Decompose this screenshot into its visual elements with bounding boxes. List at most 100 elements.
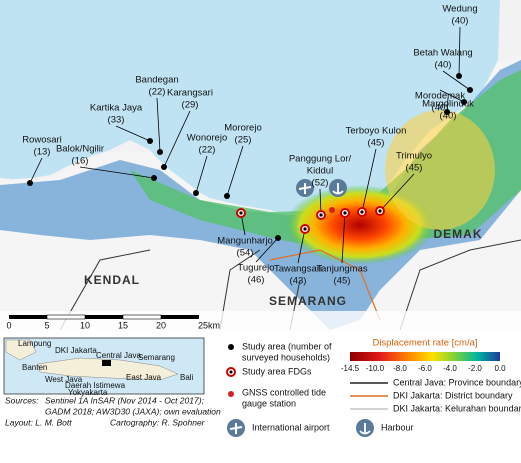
- colorbar-label: -4.0: [443, 364, 457, 373]
- scale-ticks: 0 5 10 15 20 25km: [6, 320, 220, 330]
- scale-segment: [46, 314, 86, 320]
- source-text: Sources:: [5, 395, 39, 405]
- study-area-dot: [343, 211, 347, 215]
- place-label: (22): [149, 87, 166, 98]
- scale-label: 20: [156, 320, 166, 330]
- place-label: Kiddul: [307, 166, 333, 177]
- place-label: (33): [108, 115, 125, 126]
- scale-label: 5: [44, 320, 49, 330]
- place-label: Terboyo Kulon: [346, 126, 407, 137]
- legend-label: Central Java: Province boundary: [393, 377, 521, 387]
- colorbar-label: 0.0: [494, 364, 506, 373]
- place-label: (29): [182, 100, 199, 111]
- study-extent: [102, 360, 111, 366]
- place-label: (52): [312, 178, 329, 189]
- study-area-dot: [224, 193, 230, 199]
- legend-label: GNSS controlled tide: [242, 387, 326, 397]
- inset-label: East Java: [126, 373, 162, 382]
- place-label: Betah Walang: [413, 48, 472, 59]
- study-area-dot: [161, 164, 167, 170]
- leader-line: [297, 228, 306, 264]
- source-text: Layout: L. M. Bott: [5, 417, 72, 427]
- district-boundary: [269, 249, 381, 321]
- leader-line: [442, 70, 471, 91]
- region-label: KENDAL: [84, 273, 140, 287]
- main-map: KENDAL SEMARANG DEMAK: [0, 0, 521, 331]
- place-label: Tanjungmas: [316, 264, 367, 275]
- inset-label: Semarang: [138, 353, 175, 362]
- inset-label: Central Java: [96, 351, 141, 360]
- legend-dot: [228, 344, 234, 350]
- sumatra: [5, 339, 37, 361]
- place-label: (40): [440, 111, 457, 122]
- place-label: Rowosari: [22, 135, 62, 146]
- colorbar: [350, 352, 500, 361]
- place-label: (40): [432, 103, 449, 114]
- inset-label: Lampung: [18, 339, 51, 348]
- legend-label: Study area FDGs: [242, 366, 312, 376]
- place-label: Tugurejo: [237, 263, 274, 274]
- scale-label: 10: [80, 320, 90, 330]
- study-area-dot: [275, 235, 281, 241]
- places: Wedung(40)Betah Walang(40)Morodemak(40)M…: [22, 4, 477, 287]
- place-label: Margolinduk: [422, 99, 474, 110]
- displacement-low: [0, 60, 521, 330]
- scale-bar: 0 5 10 15 20 25km: [0, 311, 521, 333]
- place-label: (16): [72, 156, 89, 167]
- leader-line: [79, 166, 155, 179]
- leader-line: [379, 173, 415, 212]
- place-label: (13): [34, 147, 51, 158]
- region-label: SEMARANG: [269, 294, 347, 308]
- study-area-dot: [193, 190, 199, 196]
- scale-segment: [161, 315, 199, 319]
- place-label: (25): [235, 135, 252, 146]
- colorbar-title: Displacement rate [cm/a]: [372, 338, 477, 349]
- scale-segment: [122, 314, 162, 320]
- leader-line: [458, 26, 461, 77]
- inset-label: Daerah Istimewa: [65, 381, 126, 390]
- colorbar-label: -10.0: [366, 364, 385, 373]
- place-label: Mororejo: [224, 123, 262, 134]
- place-label: Panggung Lor/: [289, 154, 352, 165]
- study-area-dot: [444, 109, 450, 115]
- study-area-dot: [456, 73, 462, 79]
- source-text: Sentinel 1A InSAR (Nov 2014 - Oct 2017);: [45, 395, 205, 405]
- scale-segment: [85, 315, 123, 319]
- colorbar-label: -14.5: [341, 364, 360, 373]
- study-area-dot: [147, 138, 153, 144]
- source-text: GADM 2018; AW3D30 (JAXA); own evaluation: [45, 406, 221, 416]
- legend-label: Harbour: [381, 422, 414, 432]
- scale-label: 25km: [198, 320, 220, 330]
- legend-plane: [229, 423, 243, 434]
- place-label: Karangsari: [167, 88, 213, 99]
- study-area-dot: [461, 99, 467, 105]
- legend: Study area (number of surveyed household…: [226, 338, 521, 437]
- colorbar-ticks: -14.5 -10.0 -8.0 -6.0 -4.0 -2.0 0.0: [341, 364, 506, 373]
- legend-label: International airport: [252, 422, 330, 432]
- place-label: Morodemak: [415, 91, 465, 102]
- study-area-dot: [303, 227, 307, 231]
- region-label: DEMAK: [434, 227, 483, 241]
- colorbar-label: -2.0: [468, 364, 482, 373]
- colorbar-label: -8.0: [393, 364, 407, 373]
- legend-label: DKI Jakarta: Kelurahan boundary: [393, 403, 521, 413]
- place-label: (46): [248, 275, 265, 286]
- leader-line: [361, 148, 377, 213]
- study-area-dot: [157, 149, 163, 155]
- place-label: (45): [368, 138, 385, 149]
- displacement-demak: [385, 110, 495, 230]
- legend-fdg-center: [229, 370, 233, 374]
- place-label: Balok/Ngilir: [56, 144, 104, 155]
- place-label: Bandegan: [135, 75, 178, 86]
- harbour-anchor: [332, 183, 344, 195]
- leader-line: [439, 89, 465, 103]
- place-label: (40): [435, 60, 452, 71]
- inset-label: DKI Jakarta: [55, 346, 97, 355]
- leader-line: [115, 125, 151, 142]
- study-area-dot: [467, 87, 473, 93]
- place-label: Kartika Jaya: [90, 103, 143, 114]
- legend-label: surveyed households): [242, 352, 330, 362]
- source-text: Cartography: R. Spohner: [110, 417, 206, 427]
- airport-plane: [298, 183, 312, 194]
